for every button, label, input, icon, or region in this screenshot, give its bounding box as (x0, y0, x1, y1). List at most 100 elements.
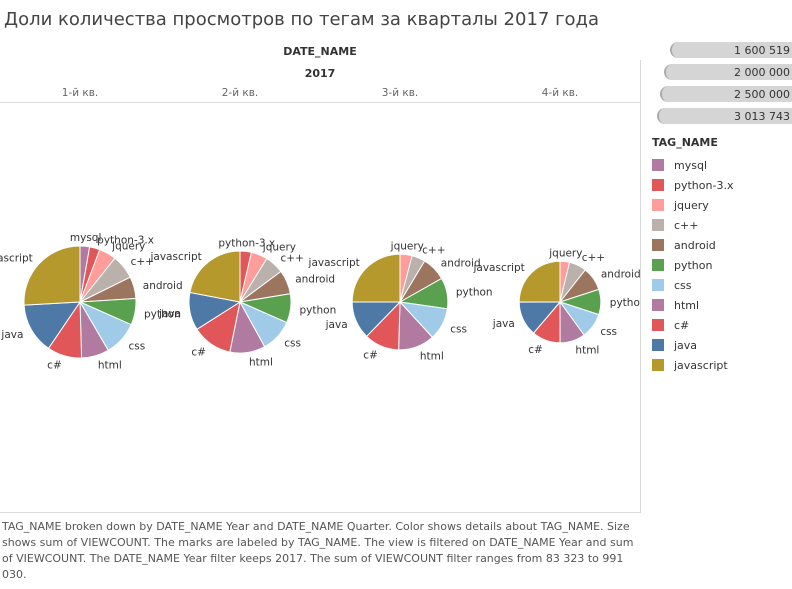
pie-slice-javascript[interactable] (189, 250, 241, 303)
pie-slice-java[interactable] (23, 301, 81, 350)
legend-item-c#[interactable]: c# (652, 315, 792, 335)
slice-label-android: android (143, 280, 183, 292)
legend-label: c++ (674, 218, 699, 232)
page-title: Доли количества просмотров по тегам за к… (4, 9, 600, 30)
slice-label-jquery: jquery (548, 248, 582, 260)
legend-item-android[interactable]: android (652, 235, 792, 255)
legend-swatch (652, 159, 664, 171)
legend-label: jquery (674, 198, 709, 212)
slice-label-jquery: jquery (390, 241, 424, 253)
slice-label-c++: c++ (422, 245, 445, 257)
quarter-header-3: 3-й кв. (381, 87, 419, 99)
slice-label-java: java (158, 308, 181, 320)
legend-label: html (674, 298, 700, 312)
legend-item-mysql[interactable]: mysql (652, 155, 792, 175)
slice-label-css: css (128, 340, 145, 352)
slice-label-html: html (249, 356, 273, 368)
slice-label-python: python (144, 308, 181, 320)
legend-label: c# (674, 318, 690, 332)
slice-label-jquery: jquery (111, 241, 145, 253)
legend-label: javascript (674, 358, 728, 372)
column-header-dimension: DATE_NAME (283, 45, 357, 58)
size-legend-row: 3 013 743 (657, 108, 792, 130)
legend-swatch (652, 239, 664, 251)
color-legend: TAG_NAME mysql python-3.x jquery c++ android… (652, 136, 792, 375)
slice-label-javascript: javascript (472, 262, 524, 274)
legend-item-javascript[interactable]: javascript (652, 355, 792, 375)
slice-label-c#: c# (528, 344, 543, 356)
legend-item-css[interactable]: css (652, 275, 792, 295)
legend-label: android (674, 238, 716, 252)
header-divider (0, 102, 640, 103)
slice-label-html: html (420, 350, 444, 362)
slice-label-python: python (300, 305, 337, 317)
slice-label-c++: c++ (131, 256, 154, 268)
slice-label-jquery: jquery (262, 241, 296, 253)
slice-label-android: android (295, 274, 335, 286)
legend-item-java[interactable]: java (652, 335, 792, 355)
slice-label-javascript: javascript (308, 257, 360, 269)
legend-swatch (652, 219, 664, 231)
legend-item-c++[interactable]: c++ (652, 215, 792, 235)
size-legend-row: 1 600 519 (657, 42, 792, 64)
slice-label-c#: c# (191, 346, 206, 358)
size-legend-value: 1 600 519 (734, 44, 790, 57)
slice-label-android: android (441, 257, 481, 269)
size-legend-value: 2 000 000 (734, 66, 790, 79)
pie-slice-javascript[interactable] (351, 253, 401, 303)
slice-label-css: css (450, 324, 467, 336)
slice-label-javascript: javascript (0, 252, 33, 264)
legend-label: python (674, 258, 713, 272)
legend-item-html[interactable]: html (652, 295, 792, 315)
caption-text: TAG_NAME broken down by DATE_NAME Year a… (2, 520, 634, 581)
slice-label-java: java (0, 329, 23, 341)
column-header-year: 2017 (304, 67, 336, 80)
pie-slice-javascript[interactable] (518, 260, 561, 303)
size-legend-bar (664, 64, 792, 80)
slice-label-c++: c++ (582, 252, 605, 264)
slice-label-html: html (98, 359, 122, 371)
size-legend-value: 3 013 743 (734, 110, 790, 123)
legend-swatch (652, 199, 664, 211)
legend-swatch (652, 259, 664, 271)
legend-label: java (674, 338, 698, 352)
slice-label-java: java (492, 318, 515, 330)
size-legend: 1 600 519 2 000 000 2 500 000 3 013 743 (657, 42, 792, 130)
legend-items: mysql python-3.x jquery c++ android python css… (652, 155, 792, 375)
quarter-header-4: 4-й кв. (541, 87, 579, 99)
legend-item-python[interactable]: python (652, 255, 792, 275)
slice-label-python-3.x: python-3.x (218, 237, 275, 249)
legend-item-python-3.x[interactable]: python-3.x (652, 175, 792, 195)
size-legend-bar (657, 108, 792, 124)
slice-label-java: java (325, 319, 348, 331)
legend-swatch (652, 299, 664, 311)
pie-slice-javascript[interactable] (23, 245, 81, 306)
quarter-header-2: 2-й кв. (221, 87, 259, 99)
legend-swatch (652, 279, 664, 291)
slice-label-css: css (600, 326, 617, 338)
slice-label-mysql: mysql (70, 232, 102, 244)
legend-swatch (652, 319, 664, 331)
slice-label-javascript: javascript (149, 251, 201, 263)
legend-title: TAG_NAME (652, 136, 718, 149)
slice-label-python-3.x: python-3.x (97, 234, 154, 246)
slice-label-c++: c++ (281, 253, 304, 265)
slice-label-android: android (601, 269, 640, 281)
slice-label-css: css (284, 338, 301, 350)
slice-label-c#: c# (47, 359, 62, 371)
slice-label-python: python (456, 287, 493, 299)
quarter-headers: 1-й кв. 2-й кв. 3-й кв. 4-й кв. (0, 87, 640, 101)
slice-label-c#: c# (363, 349, 378, 361)
quarter-header-1: 1-й кв. (61, 87, 99, 99)
slice-label-python: python (610, 297, 640, 309)
size-legend-row: 2 500 000 (657, 86, 792, 108)
legend-swatch (652, 179, 664, 191)
legend-label: css (674, 278, 692, 292)
size-legend-value: 2 500 000 (734, 88, 790, 101)
chart-panel (0, 60, 641, 513)
legend-item-jquery[interactable]: jquery (652, 195, 792, 215)
size-legend-bar (670, 42, 792, 58)
